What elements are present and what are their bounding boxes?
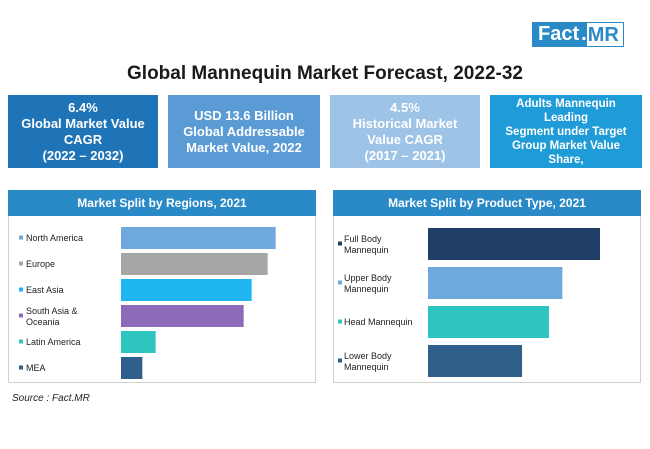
category-label-1-1: Upper Body Mannequin xyxy=(344,273,392,294)
kpi-line: Group Market Value Share, xyxy=(511,139,620,166)
bar-1-3 xyxy=(428,345,523,377)
source-note: Source : Fact.MR xyxy=(12,393,90,404)
kpi-line: (2022 – 2032) xyxy=(42,147,124,163)
kpi-line: Segment under Target xyxy=(505,125,627,138)
legend-marker-1-3 xyxy=(338,358,342,363)
kpi-line: 4.5% xyxy=(390,99,420,115)
legend-marker-1-0 xyxy=(338,241,342,246)
kpi-box-market-value: USD 13.6 Billion Global Addressable Mark… xyxy=(168,95,320,168)
category-label-0-3: South Asia & Oceania xyxy=(26,306,78,327)
bar-0-4 xyxy=(121,331,156,353)
kpi-line: CAGR xyxy=(63,131,103,147)
legend-marker-1-2 xyxy=(338,319,342,324)
category-label-0-4: Latin America xyxy=(26,337,81,347)
category-label-0-0: North America xyxy=(26,233,83,243)
legend-marker-0-2 xyxy=(19,287,23,292)
legend-marker-0-1 xyxy=(19,261,23,266)
category-label-1-2: Head Mannequin xyxy=(344,317,413,327)
kpi-line: (2017 – 2021) xyxy=(364,147,446,163)
legend-marker-0-0 xyxy=(19,235,23,240)
bar-1-1 xyxy=(428,267,563,299)
factmr-logo: Fact. MR xyxy=(532,22,648,47)
kpi-box-historical-cagr: 4.5% Historical Market Value CAGR (2017 … xyxy=(330,95,480,168)
bar-1-0 xyxy=(428,228,600,260)
kpi-line: Adults Mannequin Leading xyxy=(516,97,616,124)
kpi-line: 6.4% xyxy=(68,99,98,115)
kpi-line: Market Value, 2022 xyxy=(186,139,302,155)
category-label-0-2: East Asia xyxy=(26,285,64,295)
logo-dot: . xyxy=(581,22,587,47)
category-label-1-0: Full Body Mannequin xyxy=(344,234,389,255)
bar-0-5 xyxy=(121,357,143,379)
kpi-line: Global Addressable xyxy=(183,123,305,139)
category-label-0-5: MEA xyxy=(26,363,46,373)
bar-0-0 xyxy=(121,227,276,249)
kpi-line: USD 13.6 Billion xyxy=(194,107,294,123)
kpi-line: 2021 xyxy=(553,167,579,180)
logo-suffix-text: MR xyxy=(586,22,624,47)
legend-marker-1-1 xyxy=(338,280,342,285)
bar-0-2 xyxy=(121,279,252,301)
logo-main-text: Fact xyxy=(532,22,582,47)
legend-marker-0-5 xyxy=(19,365,23,370)
kpi-line: Historical Market xyxy=(352,115,458,131)
kpi-box-global-cagr: 6.4% Global Market Value CAGR (2022 – 20… xyxy=(8,95,158,168)
kpi-line: 36.7% xyxy=(549,83,583,96)
legend-marker-0-3 xyxy=(19,313,23,318)
page-title: Global Mannequin Market Forecast, 2022-3… xyxy=(127,63,523,84)
bar-0-1 xyxy=(121,253,268,275)
regions-chart-title: Market Split by Regions, 2021 xyxy=(8,190,316,216)
bar-0-3 xyxy=(121,305,244,327)
bar-1-2 xyxy=(428,306,549,338)
kpi-box-leading-segment: 36.7% Adults Mannequin Leading Segment u… xyxy=(490,84,642,180)
category-label-0-1: Europe xyxy=(26,259,55,269)
kpi-line: Value CAGR xyxy=(367,131,443,147)
kpi-line: Global Market Value xyxy=(21,115,145,131)
legend-marker-0-4 xyxy=(19,339,23,344)
category-label-1-3: Lower Body Mannequin xyxy=(344,351,392,372)
product-type-chart-title: Market Split by Product Type, 2021 xyxy=(333,190,641,216)
